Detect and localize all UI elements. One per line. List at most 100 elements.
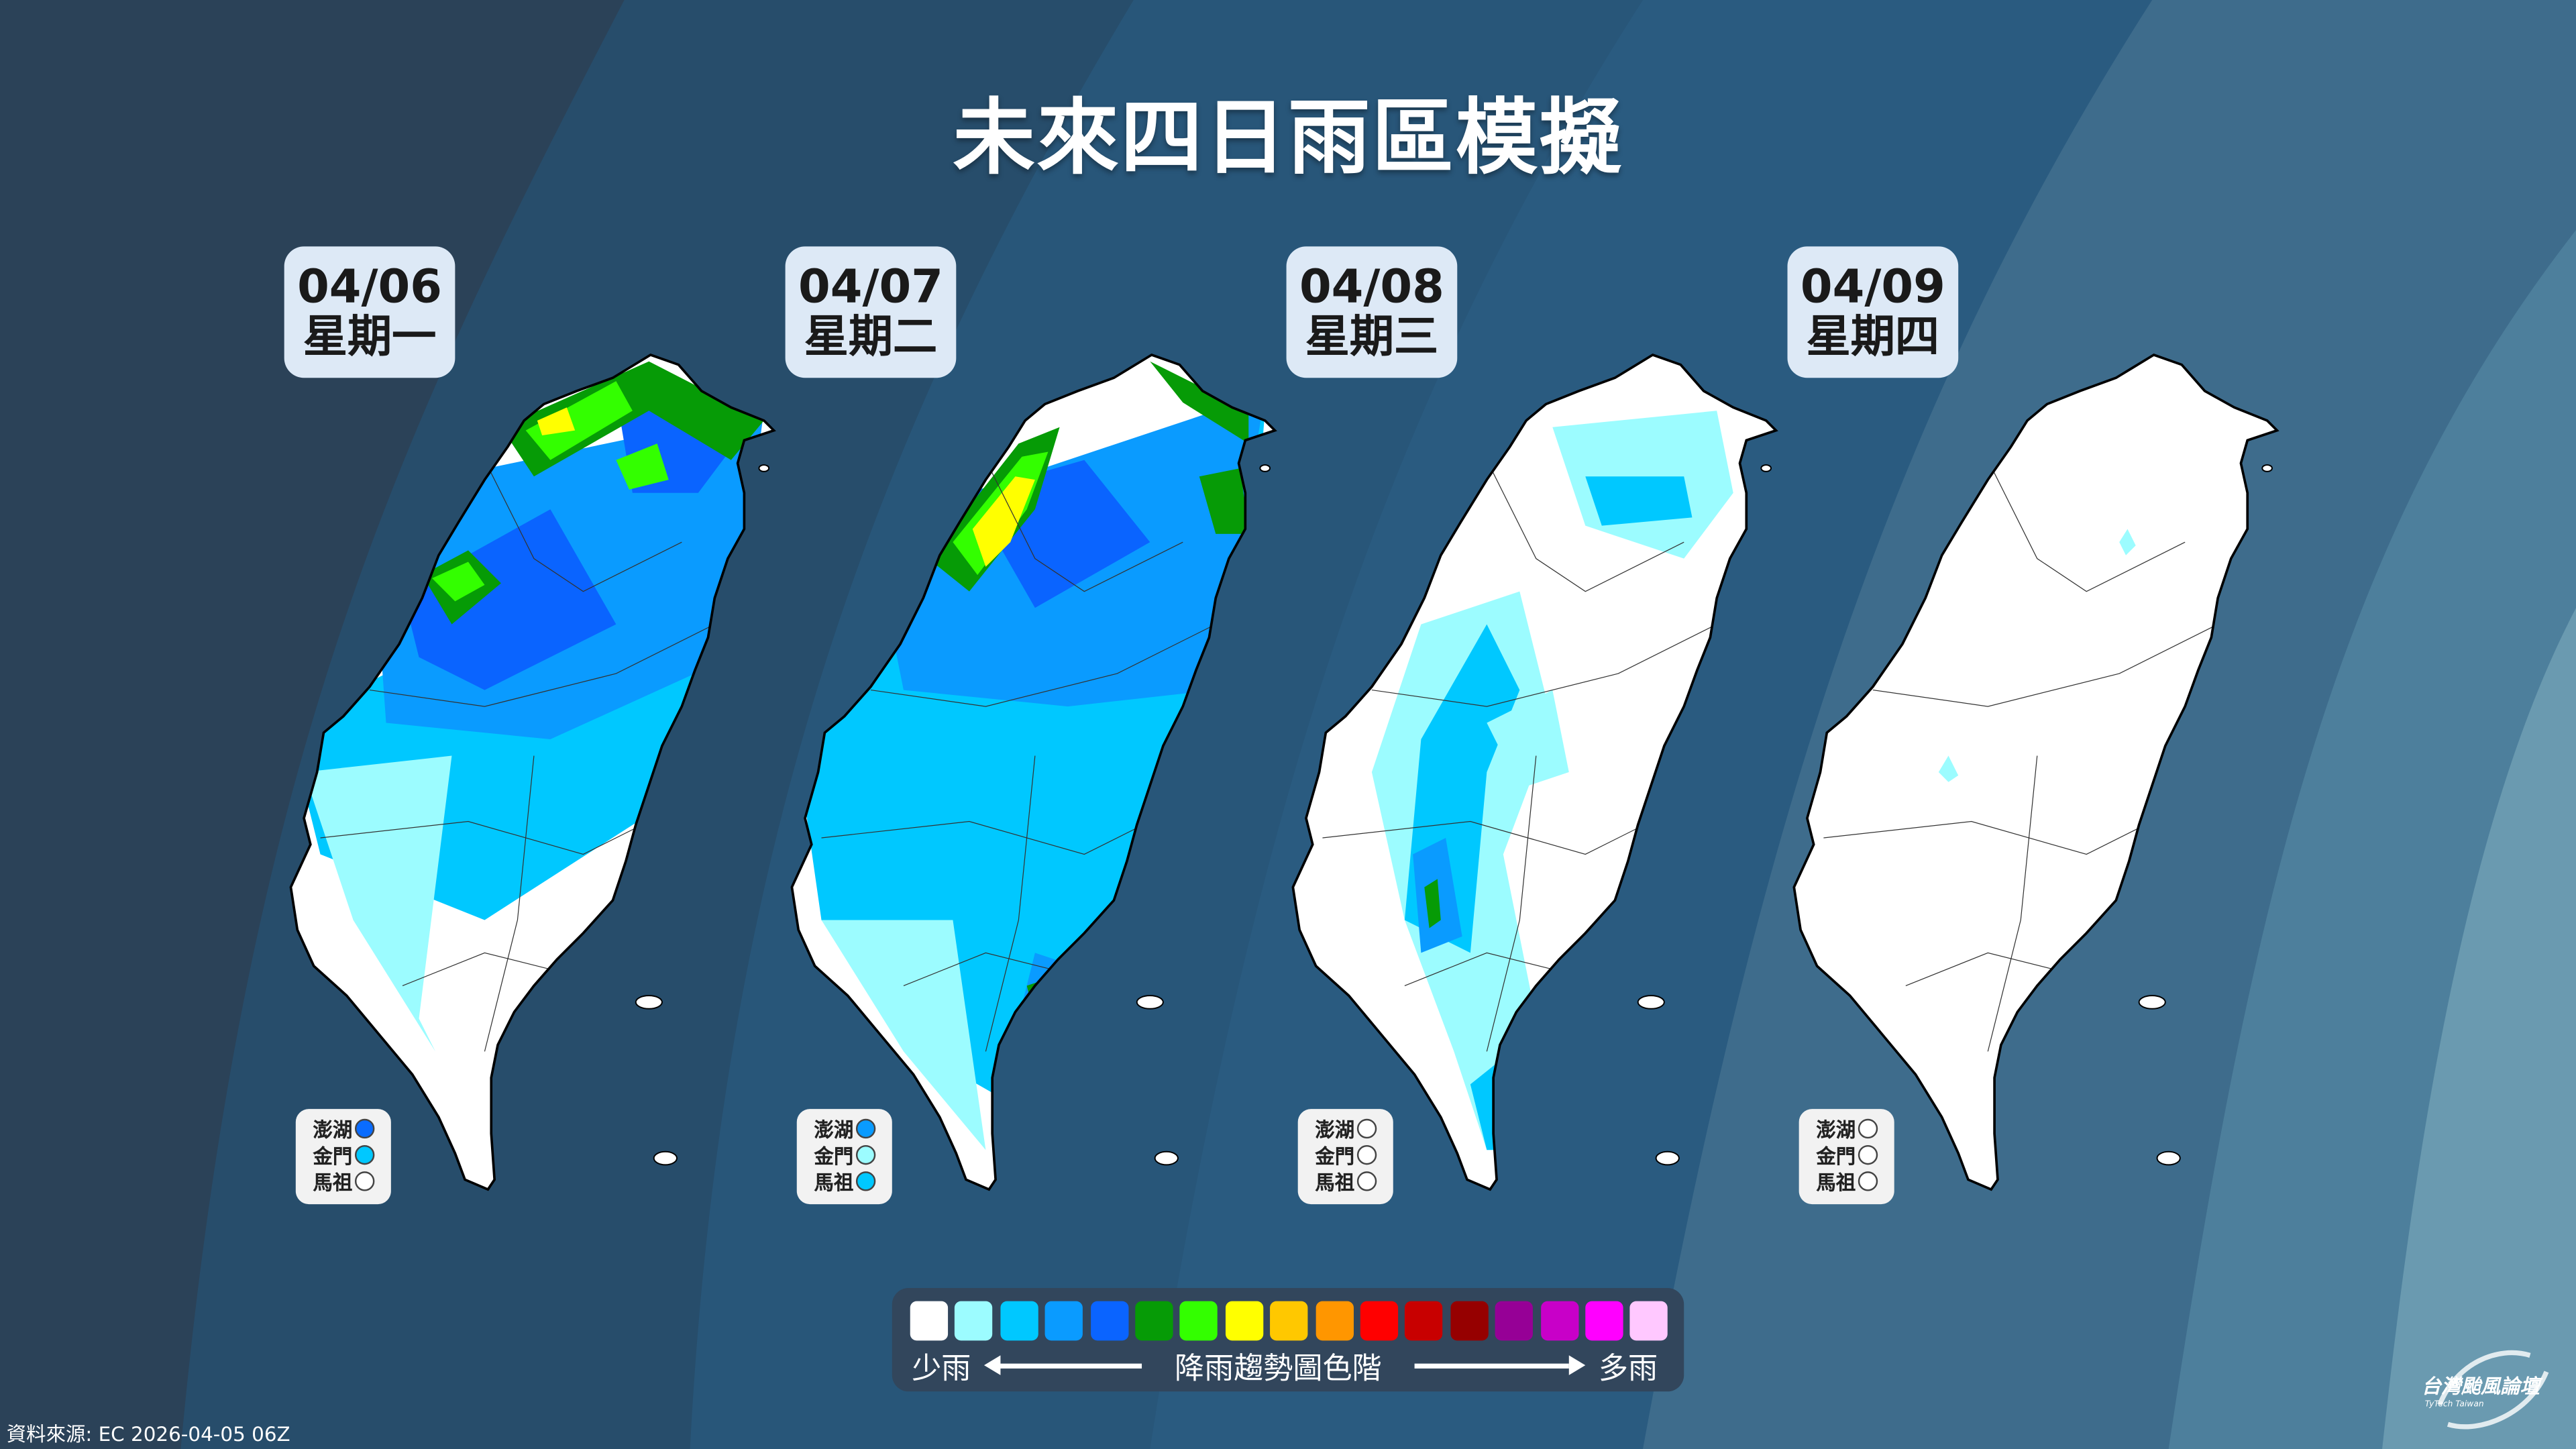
outlying-islands-box: 澎湖 金門 馬祖 [295, 1109, 391, 1205]
weekday-label: 星期四 [1806, 312, 1940, 364]
island-name: 馬祖 [1816, 1170, 1856, 1194]
legend-center-label: 降雨趨勢圖色階 [1175, 1352, 1382, 1387]
legend-swatch [1090, 1301, 1128, 1341]
county-border [985, 755, 1036, 1052]
island-rain-dot [354, 1118, 374, 1139]
date-label: 04/06 [297, 259, 442, 314]
island-name: 金門 [1816, 1144, 1856, 1168]
offshore-island [2261, 464, 2273, 472]
island-name: 澎湖 [814, 1118, 854, 1141]
legend-low-label: 少雨 [912, 1352, 971, 1387]
rain-area [402, 509, 616, 690]
day-panel: 04/09 星期四澎湖金門 馬祖 [1495, 0, 2279, 1449]
legend-swatch [1180, 1301, 1218, 1341]
outlying-islands-box: 澎湖 金門 馬祖 [796, 1109, 892, 1205]
island-row: 馬祖 [797, 1168, 892, 1194]
legend-high-label: 多雨 [1598, 1352, 1658, 1387]
taiwan-rain-map [1792, 354, 2279, 1191]
rain-area [2119, 529, 2136, 555]
date-card: 04/06 星期一 [284, 246, 455, 378]
island-name: 金門 [1315, 1144, 1355, 1168]
county-border [1987, 755, 2038, 1052]
date-card: 04/08 星期三 [1286, 246, 1458, 378]
island-name: 金門 [313, 1144, 353, 1168]
legend-swatch [1540, 1301, 1578, 1341]
offshore-island [1655, 1150, 1680, 1166]
weekday-label: 星期一 [303, 312, 437, 364]
island-rain-dot [1857, 1118, 1877, 1139]
taiwan-rain-map [1291, 354, 1778, 1191]
county-border [1486, 755, 1537, 1052]
island-rain-dot [855, 1118, 875, 1139]
island-name: 澎湖 [1816, 1118, 1856, 1141]
rain-area [1150, 361, 1249, 444]
rain-area [525, 381, 633, 460]
county-border [1404, 952, 1553, 986]
arrow-right-head-icon [1568, 1355, 1586, 1375]
taiwan-rain-map [289, 354, 775, 1191]
arrow-right-icon [1414, 1363, 1569, 1369]
island-row: 金門 [1799, 1142, 1894, 1168]
day-panel: 04/08 星期三澎湖金門 馬祖 [994, 0, 1778, 1449]
data-source: 資料來源: EC 2026-04-05 06Z [6, 1422, 290, 1446]
date-label: 04/09 [1800, 259, 1945, 314]
offshore-island [653, 1150, 678, 1166]
county-border [1872, 624, 2218, 707]
date-label: 04/07 [798, 259, 943, 314]
rain-area [972, 476, 1035, 567]
county-border [484, 755, 535, 1052]
rain-area [1487, 690, 1569, 789]
legend-swatch [1315, 1301, 1353, 1341]
island-rain-dot [855, 1171, 875, 1191]
legend-swatch [1630, 1301, 1668, 1341]
island-row: 金門 [1298, 1142, 1393, 1168]
offshore-island [1259, 464, 1271, 472]
offshore-island [1760, 464, 1772, 472]
offshore-island [758, 464, 770, 472]
island-row: 金門 [296, 1142, 391, 1168]
legend-swatch [1270, 1301, 1308, 1341]
county-border [402, 952, 551, 986]
offshore-island [1136, 995, 1164, 1010]
county-border [870, 624, 1216, 707]
county-border [985, 460, 1183, 592]
logo-subtitle: TyTech Taiwan [2425, 1399, 2484, 1408]
logo: 台灣颱風論壇 TyTech Taiwan [2415, 1339, 2563, 1438]
island-rain-dot [1857, 1171, 1877, 1191]
outlying-islands-box: 澎湖金門 馬祖 [1297, 1109, 1393, 1205]
day-panel: 04/06 星期一澎湖 金門 馬祖 [0, 0, 775, 1449]
legend-swatch [1225, 1301, 1263, 1341]
island-row: 澎湖 [1298, 1116, 1393, 1142]
offshore-island [2138, 995, 2166, 1010]
date-card: 04/07 星期二 [785, 246, 957, 378]
county-border [1371, 624, 1717, 707]
legend-swatch [1495, 1301, 1534, 1341]
rain-area [1585, 476, 1693, 526]
island-name: 澎湖 [1315, 1118, 1355, 1141]
island-row: 馬祖 [1799, 1168, 1894, 1194]
logo-text: 台灣颱風論壇 [2422, 1375, 2543, 1398]
county-border [1486, 460, 1684, 592]
island-row: 馬祖 [1298, 1168, 1393, 1194]
rain-area [1938, 755, 1959, 782]
day-panel: 04/07 星期二澎湖 金門 馬祖 [493, 0, 1277, 1449]
weekday-label: 星期三 [1305, 312, 1439, 364]
taiwan-rain-map [790, 354, 1277, 1191]
island-row: 澎湖 [1799, 1116, 1894, 1142]
offshore-island [2156, 1150, 2181, 1166]
rain-color-legend: 少雨 降雨趨勢圖色階 多雨 [892, 1288, 1684, 1392]
offshore-island [635, 995, 663, 1010]
rain-area [1199, 468, 1249, 534]
offshore-island [1637, 995, 1665, 1010]
rain-area [616, 443, 669, 490]
island-rain-dot [1356, 1144, 1377, 1165]
offshore-island [1154, 1150, 1179, 1166]
county-border [903, 952, 1052, 986]
county-border [1905, 952, 2054, 986]
legend-swatch [1135, 1301, 1173, 1341]
island-rain-dot [855, 1144, 875, 1165]
island-row: 澎湖 [797, 1116, 892, 1142]
legend-swatch [1360, 1301, 1399, 1341]
island-rain-dot [354, 1171, 374, 1191]
